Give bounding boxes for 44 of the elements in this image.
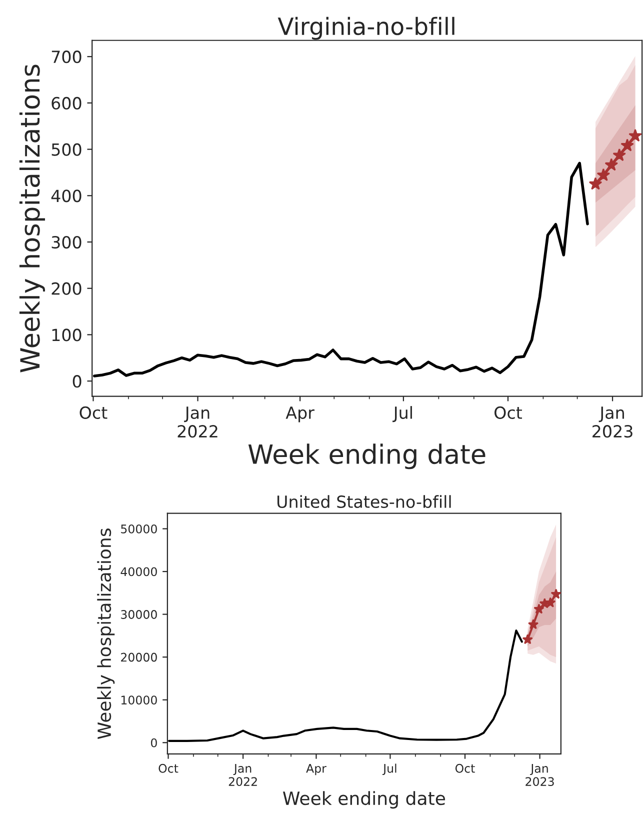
point [596,168,610,182]
point [534,604,544,614]
point [628,128,642,142]
y-tick-label: 0 [150,738,157,748]
chart-title: United States-no-bfill [277,495,451,508]
y-axis-title: Weekly hospitalizations [19,64,45,372]
x-tick-label: Jan 2023 [592,406,632,438]
y-tick-label: 30000 [121,610,157,619]
x-tick-label: Oct [494,406,522,419]
y-tick-label: 10000 [121,696,157,705]
x-tick-label: Jan 2022 [178,406,218,438]
line-series [92,162,589,378]
y-tick-label: 500 [52,143,82,156]
y-tick-label: 50000 [121,524,157,534]
y-tick-label: 100 [52,328,82,342]
y-tick-label: 20000 [121,652,157,662]
point [612,148,626,162]
x-tick-label: Oct [455,764,475,773]
y-tick-label: 700 [52,50,82,64]
x-tick-label: Apr [306,764,326,776]
y-tick-label: 40000 [120,567,157,576]
chart-title: Virginia-no-bfill [278,16,454,40]
point [528,619,539,630]
y-tick-label: 600 [52,96,82,110]
x-axis-title: Week ending date [248,444,486,470]
point [588,177,602,190]
x-axis-title: Week ending date [282,791,446,809]
x-tick-label: Jan 2022 [228,764,257,786]
x-tick-label: Apr [286,406,314,422]
y-axis-title: Weekly hospitalizations [97,528,115,740]
x-tick-label: Jan 2023 [526,764,554,786]
x-tick-label: Jul [382,764,396,776]
point [604,158,618,171]
y-tick-label: 300 [52,236,82,249]
point [620,138,634,152]
point [550,588,561,599]
y-tick-label: 400 [51,190,82,202]
point [522,634,533,644]
x-tick-label: Jul [392,406,412,422]
y-tick-label: 200 [52,282,82,295]
x-tick-label: Oct [80,406,108,419]
y-tick-label: 0 [72,375,82,388]
x-tick-label: Oct [158,764,178,773]
point [545,597,556,608]
